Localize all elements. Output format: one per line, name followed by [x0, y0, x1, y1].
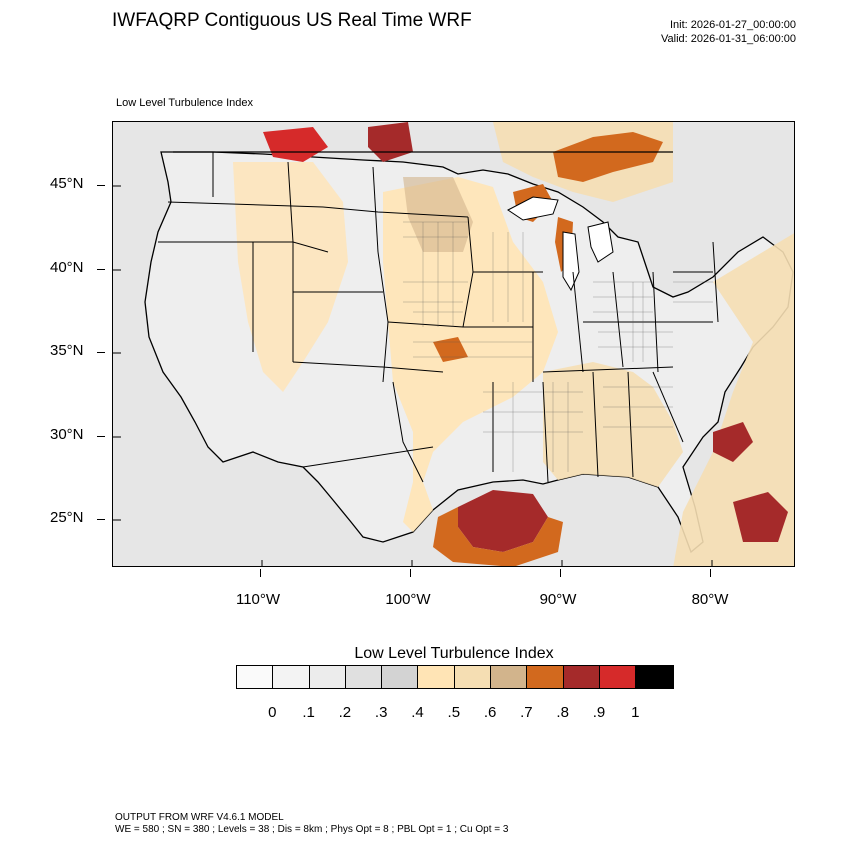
map-canvas	[113, 122, 794, 566]
colorbar-label: .4	[411, 704, 424, 721]
colorbar-label: 0	[268, 704, 277, 721]
panel-label: Low Level Turbulence Index	[116, 97, 253, 109]
init-time: Init: 2026-01-27_00:00:00	[670, 19, 796, 31]
colorbar-title: Low Level Turbulence Index	[354, 645, 554, 662]
valid-time: Valid: 2026-01-31_06:00:00	[661, 33, 796, 45]
colorbar-label: .5	[447, 704, 461, 721]
zone-gulf-red	[458, 490, 548, 552]
lat-tick-40: 40°N	[50, 259, 84, 276]
lake-superior	[507, 196, 559, 221]
zone-dakota-tan	[403, 177, 473, 252]
zone-plains-tan	[383, 177, 558, 532]
lat-tick-45: 45°N	[50, 175, 84, 192]
map-frame	[112, 121, 795, 567]
lon-tick-80: 80°W	[691, 591, 729, 608]
zone-canada-orange	[553, 132, 663, 182]
zone-atlantic-red	[713, 422, 788, 542]
county-lines	[403, 221, 713, 472]
colorbar-swatch	[563, 666, 600, 688]
lat-tickmark	[97, 436, 105, 437]
colorbar-swatch	[237, 666, 274, 688]
colorbar-label: .8	[556, 704, 569, 721]
colorbar-swatch	[418, 666, 455, 688]
colorbar-swatch	[599, 666, 637, 688]
lat-tickmark	[97, 185, 105, 186]
lat-tick-35: 35°N	[50, 342, 84, 359]
zone-southeast-tan	[543, 362, 683, 487]
colorbar-label: .1	[302, 704, 315, 721]
colorbar-swatch	[382, 666, 419, 688]
lake-huron	[587, 221, 614, 263]
colorbar-swatch	[454, 666, 492, 688]
lat-tickmark	[97, 269, 105, 270]
lat-tick-30: 30°N	[50, 426, 84, 443]
lon-tickmark	[560, 569, 561, 577]
colorbar-swatch	[491, 666, 528, 688]
frame-ticks	[113, 185, 713, 566]
lon-tickmark	[260, 569, 261, 577]
colorbar-swatch	[527, 666, 564, 688]
colorbar-label: .2	[338, 704, 352, 721]
colorbar-label: .3	[374, 704, 388, 721]
lon-tickmark	[710, 569, 711, 577]
colorbar-swatch	[636, 666, 673, 688]
lon-tick-110: 110°W	[235, 591, 281, 608]
colorbar-label: .9	[592, 704, 606, 721]
lake-michigan	[562, 231, 580, 292]
lat-tick-25: 25°N	[50, 509, 84, 526]
lat-tickmark	[97, 352, 105, 353]
lon-tick-100: 100°W	[385, 591, 431, 608]
zone-mountain-tan	[233, 162, 348, 392]
plot-title: IWFAQRP Contiguous US Real Time WRF	[112, 10, 472, 31]
zone-oklahoma-orange	[433, 337, 468, 362]
zone-montana-red	[263, 127, 328, 162]
lat-tickmark	[97, 519, 105, 520]
footer-config: WE = 580 ; SN = 380 ; Levels = 38 ; Dis …	[115, 824, 509, 835]
colorbar-swatch	[273, 666, 310, 688]
zone-gulf-orange	[433, 507, 563, 566]
lon-tick-90: 90°W	[539, 591, 577, 608]
colorbar-swatch	[345, 666, 383, 688]
state-boundaries	[158, 151, 719, 483]
colorbar-label: .6	[483, 704, 497, 721]
colorbar-label: 1	[631, 704, 640, 721]
lon-tickmark	[410, 569, 411, 577]
colorbar	[236, 665, 674, 689]
colorbar-label: .7	[520, 704, 533, 721]
colorbar-swatch	[309, 666, 346, 688]
zone-ocean-tan	[673, 233, 794, 566]
footer-model: OUTPUT FROM WRF V4.6.1 MODEL	[115, 812, 284, 823]
